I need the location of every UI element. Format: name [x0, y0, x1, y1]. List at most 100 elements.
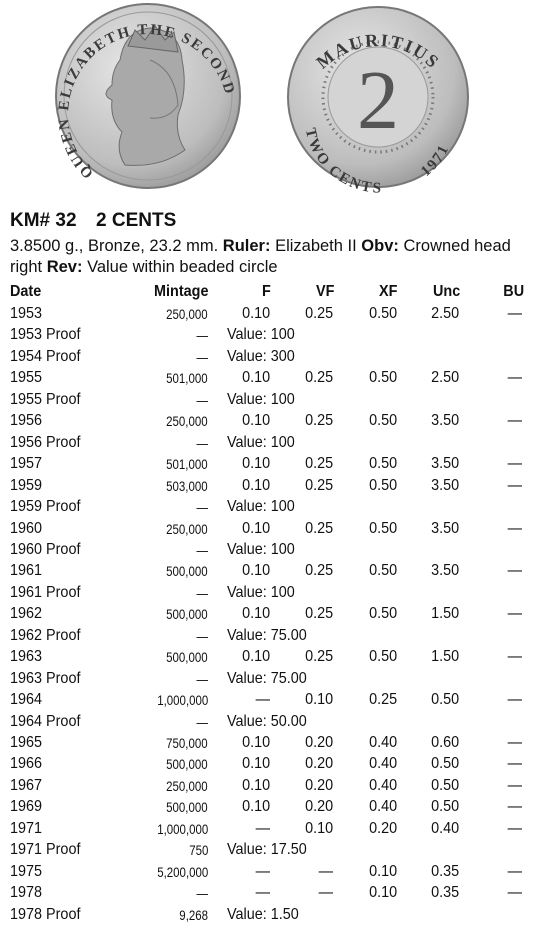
grade-cell: 2.50: [430, 305, 459, 322]
column-header: VF: [315, 283, 334, 300]
grade-cell: 0.50: [368, 369, 397, 387]
grade-cell: —: [255, 884, 270, 902]
grade-cell: 0.40: [368, 734, 397, 751]
mintage-cell: 500,000: [166, 563, 208, 580]
obverse-label: Obv:: [361, 237, 399, 255]
ruler-label: Ruler:: [222, 237, 271, 255]
grade-cell: —: [507, 369, 522, 387]
grade-cell: 0.10: [304, 691, 333, 709]
proof-value-cell: Value: 100: [227, 498, 295, 516]
grade-cell: 0.50: [430, 755, 459, 773]
grade-cell: 0.10: [241, 562, 270, 580]
date-cell: 1963 Proof: [10, 669, 81, 687]
grade-cell: 0.10: [368, 862, 397, 880]
proof-value-cell: Value: 100: [227, 540, 295, 558]
grade-cell: —: [507, 755, 522, 773]
grade-cell: —: [507, 819, 522, 837]
grade-cell: 0.25: [304, 562, 333, 580]
mintage-cell: 250,000: [166, 777, 208, 794]
proof-value-cell: Value: 100: [227, 326, 295, 344]
grade-cell: —: [507, 605, 522, 623]
grade-cell: —: [255, 819, 270, 837]
date-cell: 1964: [10, 691, 43, 709]
date-cell: 1957: [10, 455, 43, 473]
mintage-cell: 500,000: [166, 799, 208, 816]
reverse-coin: 2 MAURITIUS TWO CENTS 1971: [287, 6, 469, 197]
grade-cell: 0.40: [368, 755, 397, 773]
grade-cell: 0.40: [430, 819, 459, 837]
grade-cell: 0.40: [368, 776, 397, 794]
date-cell: 1959: [10, 476, 43, 494]
grade-cell: 3.50: [430, 562, 459, 580]
mintage-cell: 503,000: [166, 477, 208, 494]
grade-cell: 0.10: [241, 776, 270, 794]
grade-cell: 0.50: [368, 648, 397, 666]
grade-cell: —: [507, 519, 522, 537]
grade-cell: 0.35: [430, 862, 459, 880]
mintage-cell: 250,000: [166, 520, 208, 537]
proof-value-cell: Value: 75.00: [227, 626, 307, 644]
grade-cell: 0.10: [241, 412, 270, 430]
grade-cell: 0.20: [304, 734, 333, 751]
date-cell: 1960: [10, 519, 43, 537]
reverse-denomination: 2: [357, 54, 399, 147]
grade-cell: —: [507, 734, 522, 751]
description: 3.8500 g., Bronze, 23.2 mm. Ruler: Eliza…: [10, 236, 535, 278]
date-cell: 1955 Proof: [10, 390, 81, 408]
mintage-cell: 250,000: [166, 413, 208, 430]
grade-cell: 3.50: [430, 412, 459, 430]
proof-value-cell: Value: 100: [227, 390, 295, 408]
grade-cell: 0.10: [241, 519, 270, 537]
grade-cell: —: [318, 884, 333, 902]
mintage-cell: —: [196, 434, 208, 451]
grade-cell: 0.25: [304, 519, 333, 537]
grade-cell: 0.10: [241, 305, 270, 322]
date-cell: 1971: [10, 819, 43, 837]
catalog-number: KM# 32: [10, 210, 77, 231]
grade-cell: —: [507, 776, 522, 794]
date-cell: 1978 Proof: [10, 905, 81, 923]
date-cell: 1975: [10, 862, 43, 880]
column-header: F: [262, 283, 271, 300]
mintage-cell: 5,200,000: [156, 863, 208, 880]
obverse-coin: QUEEN ELIZABETH THE SECOND: [55, 3, 241, 189]
grade-cell: 0.10: [241, 369, 270, 387]
grade-cell: 0.10: [241, 798, 270, 816]
proof-value-cell: Value: 100: [227, 433, 295, 451]
grade-cell: 0.50: [368, 476, 397, 494]
grade-cell: 0.10: [241, 734, 270, 751]
date-cell: 1969: [10, 798, 43, 816]
mintage-cell: 500,000: [166, 756, 208, 773]
grade-cell: 0.10: [241, 455, 270, 473]
mintage-cell: 1,000,000: [156, 692, 208, 709]
reverse-label: Rev:: [46, 258, 83, 276]
reverse-desc: Value within beaded circle: [87, 258, 278, 276]
grade-cell: 0.20: [304, 755, 333, 773]
grade-cell: 0.50: [430, 691, 459, 709]
date-cell: 1953: [10, 305, 43, 322]
grade-cell: 0.50: [368, 455, 397, 473]
mintage-cell: —: [196, 391, 208, 408]
grade-cell: 0.50: [368, 305, 397, 322]
mintage-cell: 9,268: [179, 906, 208, 923]
mintage-cell: 500,000: [166, 649, 208, 666]
date-cell: 1978: [10, 884, 43, 902]
grade-cell: —: [507, 455, 522, 473]
grade-cell: 0.50: [430, 798, 459, 816]
column-header: BU: [503, 283, 524, 300]
grade-cell: 0.35: [430, 884, 459, 902]
grade-cell: —: [507, 862, 522, 880]
mintage-cell: —: [196, 627, 208, 644]
grade-cell: —: [507, 476, 522, 494]
grade-cell: 0.50: [368, 605, 397, 623]
grade-cell: 0.10: [304, 819, 333, 837]
grade-cell: —: [507, 648, 522, 666]
grade-cell: 0.25: [304, 476, 333, 494]
grade-cell: 0.50: [368, 519, 397, 537]
proof-value-cell: Value: 1.50: [227, 905, 299, 923]
grade-cell: 0.25: [304, 455, 333, 473]
date-cell: 1959 Proof: [10, 498, 81, 516]
grade-cell: 0.25: [304, 605, 333, 623]
mintage-cell: 750,000: [166, 735, 208, 751]
grade-cell: 0.60: [430, 734, 459, 751]
